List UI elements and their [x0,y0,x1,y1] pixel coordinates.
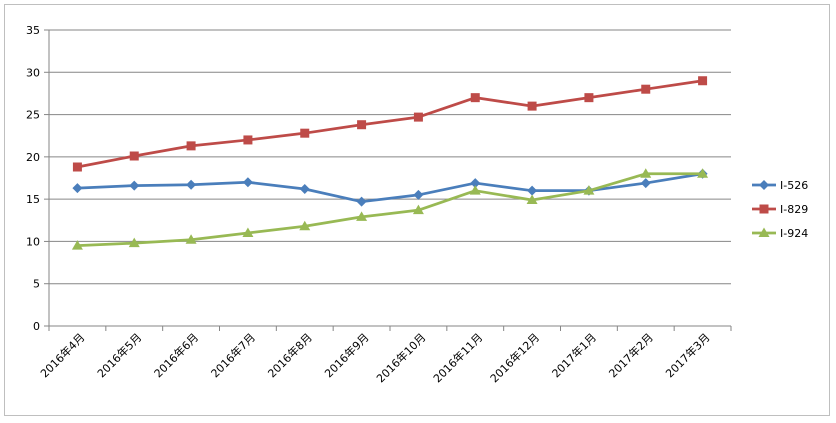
x-tick-label: 2016年10月 [373,330,428,385]
data-point [71,240,83,250]
series-line [77,79,703,169]
data-point [356,196,367,207]
x-tick-label: 2016年12月 [487,330,542,385]
data-point [243,135,253,145]
legend-item: I-924 [752,227,808,240]
series-I-924 [71,168,709,250]
x-tick-label: 2017年2月 [606,330,656,380]
series-line [77,172,703,248]
y-tick-label: 25 [26,109,40,122]
series-I-526 [72,168,708,207]
x-tick-label: 2016年9月 [322,330,372,380]
series [71,76,709,250]
legend-item: I-829 [752,203,808,216]
y-tick-label: 5 [33,278,40,291]
x-tick-label: 2016年6月 [151,330,201,380]
data-point [640,178,651,189]
data-point [412,204,424,215]
legend: I-526 I-829 I-924 [752,179,808,240]
data-point [527,185,538,196]
data-point [357,120,367,130]
data-point [186,141,196,151]
x-tick-label: 2016年7月 [208,330,258,380]
y-tick-label: 35 [26,24,40,37]
data-point [242,227,254,237]
x-tick-label: 2016年4月 [37,330,87,380]
data-point [469,185,481,195]
data-point [356,211,368,221]
data-point [129,180,140,191]
y-tick-labels: 0 5 10 15 20 25 30 35 [26,24,40,333]
data-point [299,220,311,231]
data-point [470,178,481,189]
data-point [129,151,139,161]
data-point [186,179,197,190]
data-point [72,162,82,172]
y-tick-label: 15 [26,193,40,206]
series-I-829 [72,76,708,172]
data-point [526,194,538,204]
y-tick-label: 20 [26,151,40,164]
x-tick-label: 2017年3月 [663,330,713,380]
y-tick-label: 10 [26,235,40,248]
data-point [413,112,423,122]
data-point [128,237,140,248]
legend-item: I-526 [752,179,808,192]
legend-label: I-526 [780,179,808,192]
x-tick-label: 2016年11月 [430,330,485,385]
data-point [72,183,83,194]
data-point [299,183,310,194]
data-point [641,84,651,94]
x-tick-labels: 2016年4月 2016年5月 2016年6月 2016年7月 2016年8月 2016年… [37,330,712,385]
data-point [698,76,708,86]
legend-marker [758,227,770,237]
legend-marker [759,180,769,190]
data-point [584,93,594,103]
data-point [300,128,310,138]
y-tick-label: 30 [26,66,40,79]
axes [44,29,732,331]
data-point [583,185,595,195]
legend-label: I-924 [780,227,808,240]
data-point [527,101,537,111]
data-point [697,168,709,178]
x-tick-label: 2016年5月 [94,330,144,380]
data-point [185,234,197,244]
data-point [640,168,652,178]
data-point [413,189,424,200]
data-point [242,177,253,188]
data-point [470,93,480,103]
gridlines [49,29,731,285]
series-line [77,172,703,204]
x-tick-label: 2016年8月 [265,330,315,380]
legend-label: I-829 [780,203,808,216]
y-tick-label: 0 [33,320,40,333]
legend-marker [759,204,769,214]
x-tick-label: 2017年1月 [549,330,599,380]
